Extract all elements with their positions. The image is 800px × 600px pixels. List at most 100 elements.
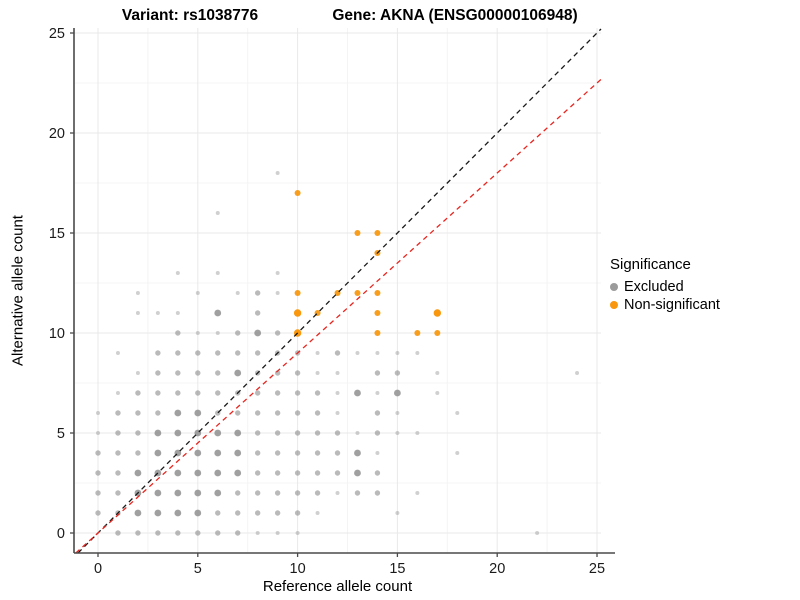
- excluded-point: [115, 490, 121, 496]
- excluded-point: [215, 510, 221, 516]
- excluded-point: [314, 450, 321, 456]
- excluded-point: [395, 351, 400, 355]
- legend-item-non-significant: Non-significant: [610, 297, 795, 313]
- excluded-point: [375, 451, 380, 455]
- excluded-point: [354, 490, 361, 496]
- excluded-point: [154, 429, 162, 437]
- excluded-point: [254, 390, 261, 396]
- excluded-point: [115, 430, 121, 436]
- excluded-point: [315, 351, 320, 355]
- excluded-point: [335, 371, 340, 375]
- excluded-point: [235, 291, 240, 295]
- excluded-point: [275, 171, 280, 175]
- excluded-point: [254, 350, 261, 356]
- legend-title: Significance: [610, 256, 691, 273]
- excluded-point: [374, 410, 381, 416]
- excluded-point: [174, 469, 182, 477]
- excluded-point: [95, 470, 101, 476]
- excluded-point: [175, 370, 181, 376]
- x-tick-label: 10: [290, 561, 306, 577]
- excluded-point: [455, 451, 460, 455]
- non-significant-point: [354, 230, 361, 236]
- excluded-point: [135, 371, 140, 375]
- excluded-point: [134, 509, 142, 517]
- excluded-point: [355, 351, 360, 355]
- excluded-point: [195, 291, 200, 295]
- excluded-point: [195, 350, 201, 356]
- excluded-point: [575, 371, 580, 375]
- excluded-point: [234, 369, 242, 377]
- excluded-point: [314, 470, 321, 476]
- excluded-point: [214, 489, 222, 497]
- excluded-point: [235, 330, 241, 336]
- excluded-point: [395, 511, 400, 515]
- excluded-point: [395, 431, 400, 435]
- excluded-point: [135, 530, 141, 536]
- excluded-point: [254, 510, 261, 516]
- excluded-point: [215, 350, 221, 356]
- excluded-point: [374, 370, 381, 376]
- excluded-point: [195, 530, 201, 536]
- y-tick-label: 5: [57, 426, 65, 442]
- excluded-point: [294, 450, 301, 456]
- excluded-point: [294, 470, 301, 476]
- x-tick-label: 20: [489, 561, 505, 577]
- excluded-point: [215, 271, 220, 275]
- excluded-point: [294, 410, 301, 416]
- non-significant-point: [294, 290, 301, 296]
- excluded-point: [234, 469, 242, 477]
- excluded-point: [135, 410, 141, 416]
- excluded-point: [435, 391, 440, 395]
- x-tick-label: 15: [389, 561, 405, 577]
- excluded-point: [154, 449, 162, 457]
- excluded-point: [175, 330, 181, 336]
- threshold-line: [75, 78, 602, 554]
- excluded-point: [254, 410, 261, 416]
- excluded-point: [195, 370, 201, 376]
- non-significant-point: [434, 330, 441, 336]
- excluded-point: [194, 469, 202, 477]
- excluded-point: [254, 470, 261, 476]
- excluded-point: [134, 469, 142, 477]
- excluded-point: [254, 450, 261, 456]
- excluded-point: [374, 470, 381, 476]
- excluded-point: [354, 469, 361, 477]
- excluded-point: [294, 390, 301, 396]
- non-significant-point: [293, 309, 302, 317]
- excluded-point: [274, 330, 281, 336]
- excluded-point: [214, 449, 222, 457]
- excluded-point: [275, 531, 280, 535]
- excluded-point: [194, 509, 202, 517]
- excluded-point: [135, 291, 140, 295]
- excluded-point: [215, 331, 220, 335]
- excluded-point: [175, 271, 180, 275]
- excluded-point: [315, 511, 320, 515]
- excluded-point: [274, 430, 281, 436]
- excluded-point: [294, 510, 301, 516]
- excluded-point: [334, 350, 341, 356]
- excluded-point: [314, 390, 321, 396]
- excluded-point: [375, 391, 380, 395]
- excluded-point: [334, 430, 341, 436]
- excluded-point: [155, 410, 161, 416]
- excluded-point: [354, 449, 361, 457]
- excluded-dot-icon: [610, 283, 618, 291]
- excluded-point: [155, 530, 161, 536]
- excluded-point: [295, 531, 300, 535]
- excluded-point: [96, 431, 100, 435]
- excluded-point: [274, 390, 281, 396]
- excluded-point: [115, 470, 121, 476]
- excluded-point: [215, 211, 220, 215]
- excluded-point: [335, 391, 340, 395]
- excluded-point: [115, 410, 121, 416]
- excluded-point: [155, 311, 160, 315]
- excluded-point: [375, 351, 380, 355]
- excluded-point: [135, 430, 141, 436]
- excluded-point: [154, 489, 162, 497]
- excluded-point: [275, 271, 280, 275]
- excluded-point: [254, 329, 262, 337]
- y-axis-title: Alternative allele count: [9, 215, 27, 366]
- excluded-point: [215, 370, 221, 376]
